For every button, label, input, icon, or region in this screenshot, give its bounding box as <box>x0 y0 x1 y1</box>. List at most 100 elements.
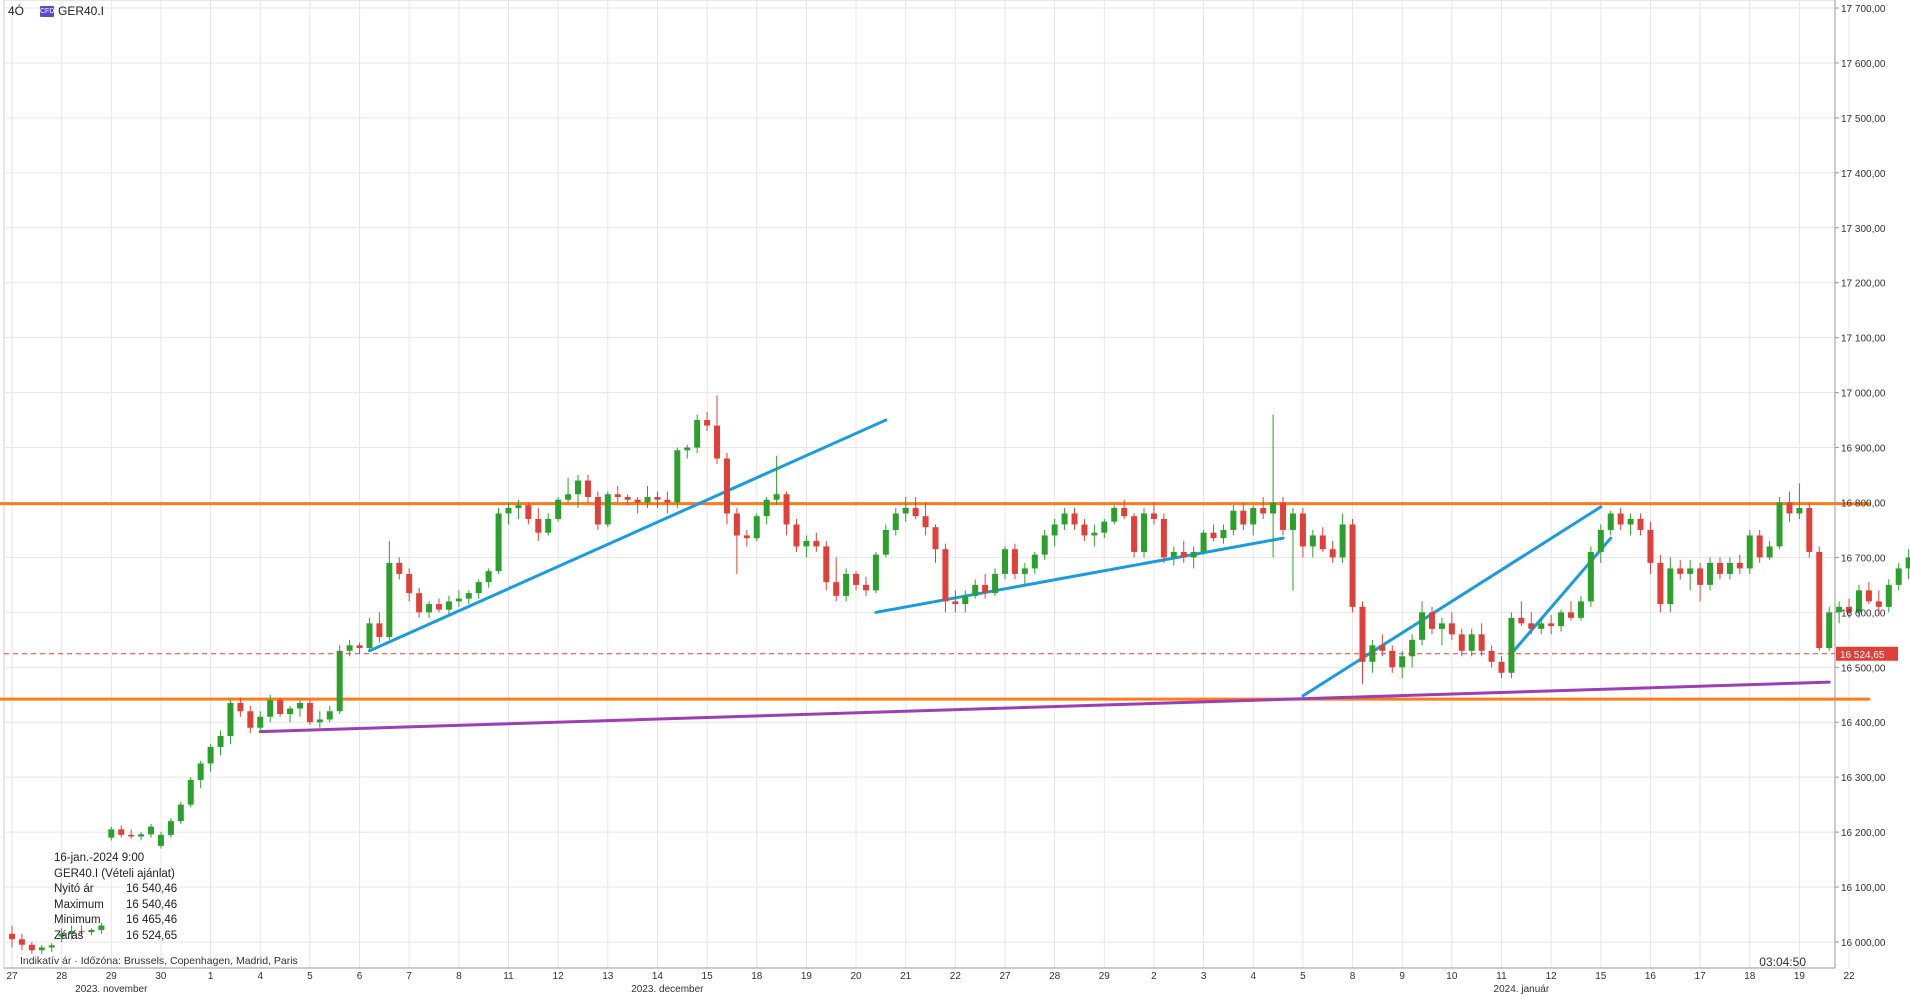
candle-body <box>783 494 790 525</box>
candle-down <box>813 532 820 552</box>
x-tick-label: 11 <box>1496 971 1507 982</box>
candle-up <box>495 507 502 574</box>
candle-body <box>733 513 740 536</box>
candle-up <box>1309 529 1316 558</box>
x-tick-label: 8 <box>456 971 462 982</box>
candle-body <box>108 829 115 838</box>
candle-up <box>1707 557 1714 591</box>
candle-body <box>1319 535 1326 550</box>
candle-body <box>1438 623 1445 629</box>
candle-down <box>1657 554 1664 613</box>
candle-down <box>664 491 671 514</box>
candle-body <box>634 499 641 503</box>
candle-body <box>376 623 383 638</box>
candle-up <box>1905 549 1910 580</box>
candle-up <box>1170 546 1177 566</box>
x-tick-label: 5 <box>1300 971 1306 982</box>
candle-body <box>306 703 313 723</box>
candle-down <box>1478 623 1485 657</box>
candle-down <box>614 485 621 503</box>
candle-body <box>1587 551 1594 602</box>
tooltip-label: Nyitó ár <box>54 883 94 895</box>
candle-body <box>624 496 631 500</box>
candle-down <box>1359 601 1366 684</box>
candle-body <box>1170 551 1177 558</box>
candle-body <box>296 703 303 709</box>
candle-body <box>1021 568 1028 574</box>
candle-body <box>1448 623 1455 635</box>
candle-body <box>565 494 572 500</box>
candle-body <box>88 929 95 933</box>
candle-down <box>1816 546 1823 651</box>
y-tick-label: 17 400,00 <box>1841 169 1886 180</box>
x-tick-label: 15 <box>702 971 714 982</box>
y-tick-label: 17 000,00 <box>1841 389 1886 400</box>
candle-up <box>426 601 433 618</box>
candle-down <box>982 573 989 599</box>
candle-body <box>1091 532 1098 536</box>
candle-body <box>1548 623 1555 627</box>
candle-up <box>684 444 691 459</box>
candle-body <box>366 623 373 649</box>
candle-up <box>386 540 393 640</box>
symbol-header[interactable]: CFD GER40.I <box>40 4 104 18</box>
candle-up <box>872 551 879 594</box>
candle-up <box>1270 414 1277 558</box>
candle-body <box>1071 513 1078 525</box>
candle-body <box>1101 521 1108 533</box>
candle-up <box>177 801 184 824</box>
candle-body <box>1647 529 1654 563</box>
candle-body <box>1687 568 1694 574</box>
x-tick-label: 9 <box>1399 971 1405 982</box>
x-tick-label: 17 <box>1695 971 1707 982</box>
candle-body <box>594 496 601 525</box>
candle-body <box>1131 516 1138 552</box>
candle-up <box>1558 609 1565 632</box>
timeframe-label[interactable]: 4Ó <box>8 4 25 18</box>
candle-body <box>1528 623 1535 629</box>
y-tick-label: 16 100,00 <box>1841 883 1886 894</box>
candle-down <box>853 571 860 591</box>
candle-body <box>813 540 820 547</box>
tooltip-value: 16 540,46 <box>126 898 178 911</box>
candle-up <box>1289 507 1296 591</box>
candle-down <box>584 475 591 503</box>
candle-body <box>1468 634 1475 651</box>
candle-body <box>58 933 65 937</box>
candle-body <box>1677 568 1684 574</box>
candle-up <box>1826 606 1833 651</box>
tooltip-title: GER40.I (Vételi ajánlat) <box>54 867 175 880</box>
candle-down <box>723 453 730 525</box>
candle-up <box>1538 617 1545 635</box>
x-tick-label: 21 <box>900 971 912 982</box>
candle-up <box>1508 612 1515 679</box>
candle-body <box>803 540 810 547</box>
candle-body <box>416 593 423 613</box>
candle-down <box>1180 540 1187 563</box>
x-month-label: 2023. november <box>75 984 148 995</box>
candle-up <box>843 568 850 602</box>
tooltip-value: 16 524,65 <box>126 929 178 942</box>
candle-body <box>247 711 254 728</box>
candle-body <box>1379 645 1386 651</box>
candle-down <box>1488 645 1495 668</box>
candle-body <box>1190 551 1197 558</box>
candle-body <box>525 505 532 519</box>
candle-body <box>714 425 721 459</box>
candle-down <box>1160 513 1167 563</box>
candle-down <box>1548 615 1555 635</box>
candle-body <box>1240 510 1247 525</box>
candle-down <box>535 507 542 541</box>
candle-down <box>912 496 919 519</box>
candle-up <box>1607 510 1614 536</box>
candle-body <box>1111 507 1118 522</box>
candle-body <box>1776 502 1783 547</box>
candle-up <box>326 705 333 723</box>
tooltip-row: Zárás 16 524,65 <box>54 929 177 945</box>
tooltip-row: Minimum 16 465,46 <box>54 913 177 929</box>
candle-body <box>952 601 959 605</box>
tooltip-label: Minimum <box>54 914 101 926</box>
candle-down <box>1458 628 1465 657</box>
